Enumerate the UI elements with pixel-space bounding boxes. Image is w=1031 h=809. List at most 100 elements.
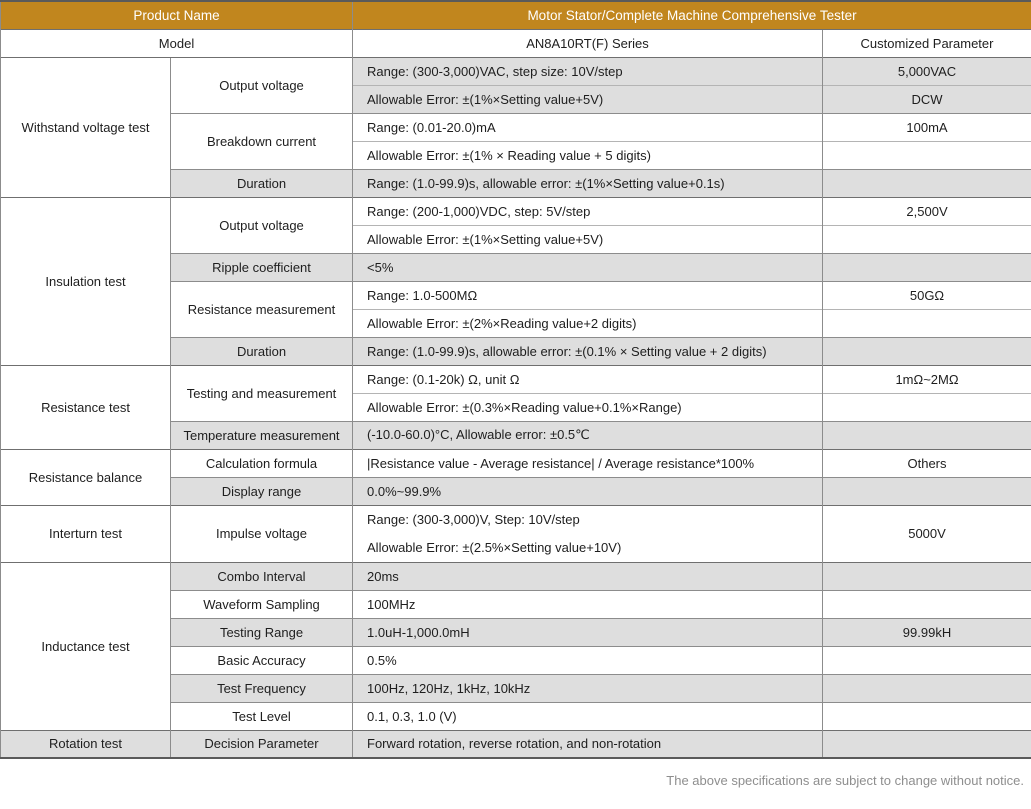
- custom-cell: 100mA: [822, 112, 1031, 141]
- spec-cell: Range: (0.01-20.0)mA: [352, 112, 823, 141]
- param-cell: Decision Parameter: [169, 729, 353, 758]
- spec-cell: Allowable Error: ±(1%×Setting value+5V): [352, 84, 823, 113]
- model-label: Model: [0, 28, 353, 57]
- disclaimer-note: The above specifications are subject to …: [666, 773, 1024, 788]
- spec-cell: Allowable Error: ±(2%×Reading value+2 di…: [352, 308, 823, 337]
- param-cell: Impulse voltage: [169, 504, 353, 562]
- specification-table: Product Name Motor Stator/Complete Machi…: [0, 0, 1031, 759]
- custom-cell: [822, 673, 1031, 702]
- param-cell: Output voltage: [169, 196, 353, 253]
- table-row: Allowable Error: ±(1% × Reading value + …: [1, 140, 1031, 169]
- param-cell: Ripple coefficient: [169, 252, 353, 281]
- custom-cell: 1mΩ~2MΩ: [822, 364, 1031, 393]
- custom-cell: [822, 252, 1031, 281]
- custom-cell: Others: [822, 448, 1031, 477]
- spec-cell: 100MHz: [352, 589, 823, 618]
- spec-cell: 1.0uH-1,000.0mH: [352, 617, 823, 646]
- table-row: Duration Range: (1.0-99.9)s, allowable e…: [1, 168, 1031, 197]
- param-cell: Display range: [169, 476, 353, 505]
- spec-cell: 20ms: [352, 561, 823, 590]
- param-cell: Calculation formula: [169, 448, 353, 477]
- product-title: Motor Stator/Complete Machine Comprehens…: [352, 1, 1031, 29]
- spec-cell: Allowable Error: ±(1%×Setting value+5V): [352, 224, 823, 253]
- param-cell: Combo Interval: [169, 561, 353, 590]
- custom-cell: [822, 420, 1031, 449]
- custom-cell: [822, 561, 1031, 590]
- param-cell: Output voltage: [169, 56, 353, 113]
- spec-cell: Range: (0.1-20k) Ω, unit Ω: [352, 364, 823, 393]
- param-cell: Temperature measurement: [169, 420, 353, 449]
- customized-parameter-header: Customized Parameter: [822, 28, 1031, 57]
- spec-cell: Range: (1.0-99.9)s, allowable error: ±(0…: [352, 336, 823, 365]
- spec-cell: Range: (300-3,000)V, Step: 10V/step Allo…: [352, 504, 823, 562]
- custom-cell: [822, 701, 1031, 730]
- model-row: Model AN8A10RT(F) Series Customized Para…: [0, 28, 1031, 57]
- table-row: Display range 0.0%~99.9%: [1, 476, 1031, 505]
- custom-cell: [822, 589, 1031, 618]
- table-row: Ripple coefficient <5%: [1, 252, 1031, 281]
- param-cell: Test Level: [169, 701, 353, 730]
- spec-line-2: Allowable Error: ±(2.5%×Setting value+10…: [367, 539, 622, 555]
- table-row: Rotation test Decision Parameter Forward…: [0, 729, 1031, 758]
- spec-cell: 0.5%: [352, 645, 823, 674]
- custom-cell: [822, 140, 1031, 169]
- category-cell: Resistance test: [0, 364, 171, 449]
- spec-cell: Range: 1.0-500MΩ: [352, 280, 823, 309]
- param-cell: Waveform Sampling: [169, 589, 353, 618]
- spec-cell: Forward rotation, reverse rotation, and …: [352, 729, 823, 758]
- table-row: Resistance measurement Range: 1.0-500MΩ …: [1, 280, 1031, 337]
- table-row: Allowable Error: ±(2%×Reading value+2 di…: [1, 308, 1031, 337]
- table-row: Basic Accuracy 0.5%: [1, 645, 1031, 674]
- table-row: Waveform Sampling 100MHz: [1, 589, 1031, 618]
- spec-cell: 0.1, 0.3, 1.0 (V): [352, 701, 823, 730]
- custom-cell: 2,500V: [822, 196, 1031, 225]
- param-cell: Duration: [169, 168, 353, 197]
- table-row: Interturn test Impulse voltage Range: (3…: [0, 504, 1031, 562]
- spec-cell: <5%: [352, 252, 823, 281]
- model-value: AN8A10RT(F) Series: [352, 28, 823, 57]
- spec-cell: Allowable Error: ±(0.3%×Reading value+0.…: [352, 392, 823, 421]
- table-row: Temperature measurement (-10.0-60.0)°C, …: [1, 420, 1031, 449]
- category-cell: Resistance balance: [0, 448, 171, 505]
- custom-cell: 99.99kH: [822, 617, 1031, 646]
- param-cell: Duration: [169, 336, 353, 365]
- table-row: Test Level 0.1, 0.3, 1.0 (V): [1, 701, 1031, 730]
- spec-cell: Allowable Error: ±(1% × Reading value + …: [352, 140, 823, 169]
- custom-cell: [822, 392, 1031, 421]
- spec-line-1: Range: (300-3,000)V, Step: 10V/step: [367, 511, 580, 527]
- custom-cell: DCW: [822, 84, 1031, 113]
- category-cell: Rotation test: [0, 729, 171, 758]
- table-row: Breakdown current Range: (0.01-20.0)mA 1…: [1, 112, 1031, 169]
- param-cell: Breakdown current: [169, 112, 353, 169]
- param-cell: Resistance measurement: [169, 280, 353, 337]
- custom-cell: [822, 476, 1031, 505]
- custom-cell: [822, 308, 1031, 337]
- title-row: Product Name Motor Stator/Complete Machi…: [0, 1, 1031, 29]
- table-row: Inductance test Combo Interval 20ms: [0, 561, 1031, 730]
- table-row: Test Frequency 100Hz, 120Hz, 1kHz, 10kHz: [1, 673, 1031, 702]
- custom-cell: [822, 645, 1031, 674]
- spec-cell: Range: (200-1,000)VDC, step: 5V/step: [352, 196, 823, 225]
- spec-cell: Range: (1.0-99.9)s, allowable error: ±(1…: [352, 168, 823, 197]
- category-cell: Inductance test: [0, 561, 171, 730]
- custom-cell: 5000V: [822, 504, 1031, 562]
- spec-cell: 0.0%~99.9%: [352, 476, 823, 505]
- custom-cell: [822, 336, 1031, 365]
- param-cell: Testing and measurement: [169, 364, 353, 421]
- custom-cell: [822, 224, 1031, 253]
- table-row: Duration Range: (1.0-99.9)s, allowable e…: [1, 336, 1031, 365]
- spec-cell: 100Hz, 120Hz, 1kHz, 10kHz: [352, 673, 823, 702]
- table-row: Resistance balance Calculation formula |…: [0, 448, 1031, 505]
- category-cell: Interturn test: [0, 504, 171, 562]
- table-row: Testing Range 1.0uH-1,000.0mH 99.99kH: [1, 617, 1031, 646]
- table-row: Allowable Error: ±(1%×Setting value+5V) …: [1, 84, 1031, 113]
- table-row: Resistance test Testing and measurement …: [0, 364, 1031, 449]
- spec-cell: Range: (300-3,000)VAC, step size: 10V/st…: [352, 56, 823, 85]
- table-row: Withstand voltage test Output voltage Ra…: [0, 56, 1031, 197]
- table-row: Allowable Error: ±(0.3%×Reading value+0.…: [1, 392, 1031, 421]
- table-row: Allowable Error: ±(1%×Setting value+5V): [1, 224, 1031, 253]
- category-cell: Withstand voltage test: [0, 56, 171, 197]
- param-cell: Test Frequency: [169, 673, 353, 702]
- category-cell: Insulation test: [0, 196, 171, 365]
